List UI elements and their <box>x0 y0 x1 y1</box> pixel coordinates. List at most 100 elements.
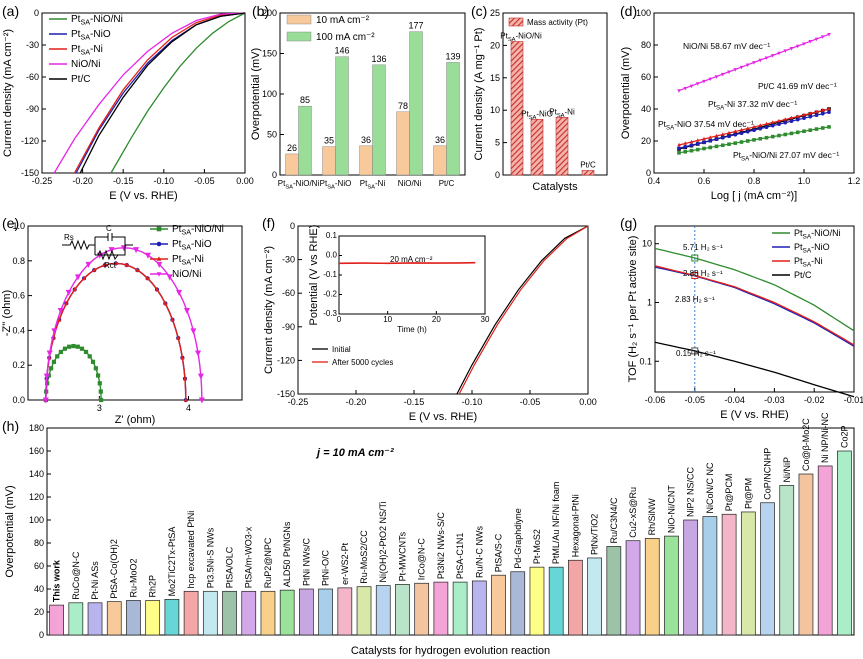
bar <box>817 465 833 636</box>
bar <box>68 602 84 636</box>
circuit-resistor-rct <box>97 249 119 261</box>
inset-annotation: 20 mA cm⁻² <box>390 255 433 264</box>
bar-value-label: 146 <box>334 46 349 56</box>
bar-value-label: 177 <box>408 21 423 31</box>
bar <box>471 580 487 636</box>
bar <box>433 145 447 176</box>
panel-a: -0.25 -0.20 -0.15 -0.10 -0.05 0.00 -150 -120 -90… <box>2 8 254 202</box>
legend-swatch <box>286 14 312 25</box>
data-point <box>156 272 162 277</box>
bar <box>318 588 333 636</box>
data-point <box>135 267 140 272</box>
legend-label: PtSA-NiO/Ni 27.07 mV dec⁻¹ <box>733 150 839 163</box>
data-point <box>42 397 49 404</box>
legend-label: NiO/Ni 58.67 mV dec⁻¹ <box>683 41 770 51</box>
data-point <box>198 397 205 404</box>
bar-label: PtML/Au NF/Ni foam <box>551 482 561 565</box>
bar-label: Pt@PCM <box>724 474 734 512</box>
data-point <box>90 359 96 364</box>
bar <box>106 601 122 636</box>
bar <box>183 590 199 636</box>
bar-value-label: 136 <box>371 54 386 64</box>
x-tick-label: 0.00 <box>579 397 597 407</box>
data-point <box>733 132 738 137</box>
y-tick-label: 180 <box>29 423 44 433</box>
y-tick-label: -90 <box>26 104 39 114</box>
x-axis-label: Catalysts for hydrogen evolution reactio… <box>351 645 550 657</box>
bar-label: Ru/N-C NWs <box>474 525 484 577</box>
bar-label: Cu2-xS@Ru <box>628 487 638 538</box>
data-point <box>195 350 202 357</box>
y-tick-label: 0.0 <box>326 251 338 260</box>
series-line-PtSA-NiO/Ni <box>654 247 855 332</box>
x-tick-label: 1.0 <box>798 176 811 186</box>
data-point <box>58 349 64 355</box>
bar <box>322 146 336 176</box>
bar <box>530 118 544 176</box>
bar <box>241 590 257 636</box>
legend-label: PtSA-NiO/Ni <box>794 228 841 241</box>
data-point <box>108 247 115 254</box>
bar-value-label: 85 <box>300 95 310 105</box>
x-tick-label: 0.4 <box>648 176 661 186</box>
bar-label: Ru-MoO2 <box>128 558 138 597</box>
bar <box>568 559 583 636</box>
bar <box>222 590 237 636</box>
data-point <box>57 308 64 315</box>
bar <box>395 584 410 636</box>
y-tick-label: 0 <box>34 8 39 18</box>
data-point <box>144 252 151 259</box>
data-point <box>708 135 713 139</box>
data-point <box>739 140 744 144</box>
bar <box>446 62 460 176</box>
data-point <box>64 300 69 306</box>
bar-label: Pt3Ni2 NWs-S/C <box>436 512 446 580</box>
data-point <box>695 82 700 86</box>
data-point <box>145 275 150 280</box>
bar-value-label: 78 <box>398 101 408 111</box>
bar-label: PtNi NWs/C <box>301 538 311 586</box>
bar-label: Pd-Graphdiyne <box>513 508 523 569</box>
series-line-PtSA-NiO <box>654 266 855 347</box>
x-tick-label: 10 <box>383 315 392 324</box>
y-tick-label: 40 <box>34 584 44 594</box>
bar-label: Pt@PM <box>743 478 753 509</box>
data-point <box>677 142 681 147</box>
data-point <box>808 111 813 115</box>
x-tick-label: 0.8 <box>748 176 761 186</box>
plot-frame <box>654 225 855 393</box>
panel-f: -0.25 -0.20 -0.15 -0.10 -0.05 0.00-150-120-90… <box>263 221 597 423</box>
data-point <box>820 111 825 116</box>
legend-label: PtSA-NiO/Ni <box>500 32 542 44</box>
y-tick-label: 10 <box>642 239 652 249</box>
y-tick-label: 0 <box>646 168 651 178</box>
y-tick-label: 0.0 <box>12 395 25 405</box>
data-point <box>764 121 769 126</box>
data-point <box>98 389 103 394</box>
x-axis-label: Log [ j (mA cm⁻²)] <box>711 190 798 202</box>
data-point <box>783 120 788 125</box>
data-point <box>695 147 700 152</box>
chart-title: j = 10 mA cm⁻² <box>315 447 394 459</box>
bar <box>510 571 526 636</box>
series-line-PtSA-NiO/Ni <box>45 345 102 401</box>
bar-label: Pt-Ni ASs <box>90 561 100 600</box>
data-point <box>85 261 92 268</box>
data-point <box>72 286 77 292</box>
data-point <box>733 68 738 72</box>
y-tick-label: 0 <box>39 630 44 640</box>
data-point <box>166 274 173 281</box>
x-tick-label: -0.20 <box>346 397 367 407</box>
x-tick-label: 30 <box>481 315 490 324</box>
data-point <box>802 42 806 46</box>
legend-label: 100 mA cm⁻² <box>316 32 375 43</box>
y-tick-label: 150 <box>262 49 277 59</box>
bar <box>587 557 602 636</box>
data-point <box>92 267 97 272</box>
bar <box>164 598 180 636</box>
data-point <box>83 349 89 355</box>
legend-label: Pt/C <box>439 179 455 188</box>
data-point <box>156 241 162 247</box>
y-tick-label: -30 <box>26 40 39 50</box>
data-point <box>124 262 129 267</box>
